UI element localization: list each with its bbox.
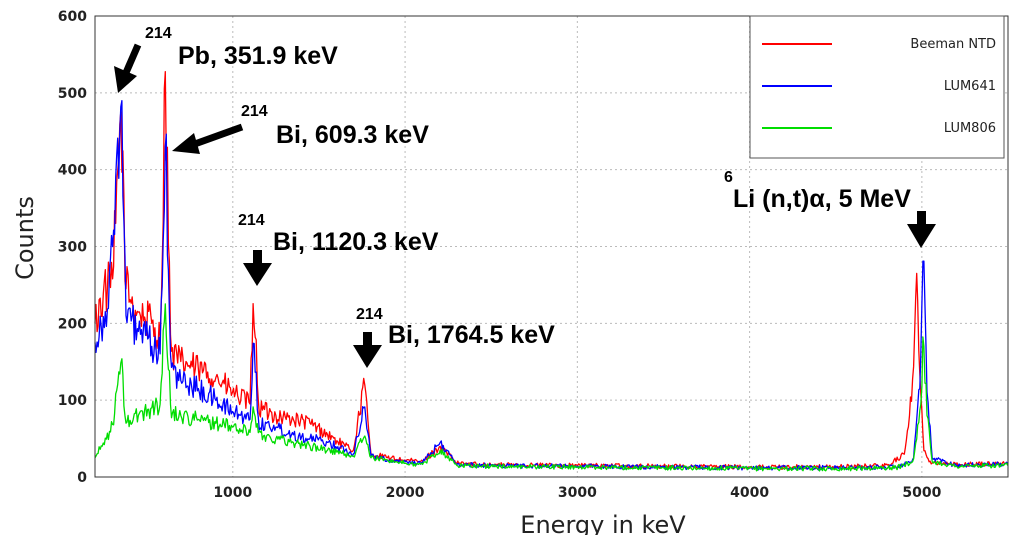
legend-label-lum641: LUM641 (944, 79, 996, 94)
annotation-bi-1764-label: Bi, 1764.5 keV (388, 321, 555, 349)
annotation-bi-609-superscript: 214 (241, 103, 268, 120)
legend-label-lum806: LUM806 (944, 121, 996, 136)
annotation-bi-1120-arrowhead (243, 263, 272, 286)
x-tick-label: 2000 (386, 485, 425, 501)
annotation-bi-1764-arrow (363, 332, 372, 346)
y-tick-label: 200 (58, 316, 87, 332)
annotation-li6-label: Li (n,t)α, 5 MeV (733, 185, 911, 213)
y-tick-label: 600 (58, 9, 87, 25)
annotation-bi-1764: 214 Bi, 1764.5 keV (353, 306, 555, 368)
x-tick-labels: 1000 2000 3000 4000 5000 (213, 485, 941, 501)
annotation-li6-superscript: 6 (724, 169, 733, 186)
annotation-li6-arrow (917, 211, 926, 225)
x-tick-label: 5000 (902, 485, 941, 501)
annotation-pb-351-label: Pb, 351.9 keV (178, 42, 338, 70)
series-layer (94, 70, 1009, 472)
x-tick-label: 4000 (730, 485, 769, 501)
y-tick-labels: 0 100 200 300 400 500 600 (58, 9, 87, 486)
annotation-bi-609: 214 Bi, 609.3 keV (172, 103, 429, 154)
annotation-bi-1120-label: Bi, 1120.3 keV (273, 228, 439, 256)
annotation-li6: 6 Li (n,t)α, 5 MeV (724, 169, 936, 248)
y-tick-label: 500 (58, 86, 87, 102)
annotation-bi-609-arrow (190, 123, 244, 149)
x-tick-label: 1000 (213, 485, 252, 501)
series-line-lum641 (94, 99, 1009, 471)
legend: Beeman NTD LUM641 LUM806 (749, 15, 1005, 159)
annotation-bi-1120-superscript: 214 (238, 212, 265, 229)
annotation-pb-351-arrow (121, 43, 142, 77)
annotation-pb-351-superscript: 214 (145, 25, 172, 42)
annotation-pb-351: 214 Pb, 351.9 keV (114, 25, 338, 93)
y-tick-label: 0 (77, 470, 87, 486)
series-line-lum806 (94, 303, 1009, 472)
annotation-bi-609-label: Bi, 609.3 keV (276, 121, 429, 149)
y-tick-label: 100 (58, 393, 87, 409)
x-axis-title: Energy in keV (520, 511, 686, 535)
annotation-bi-1120-arrow (253, 250, 262, 264)
y-tick-label: 300 (58, 240, 87, 256)
x-tick-label: 3000 (558, 485, 597, 501)
annotation-bi-1120: 214 Bi, 1120.3 keV (238, 212, 439, 286)
plot-frame (94, 15, 1009, 478)
y-tick-label: 400 (58, 163, 87, 179)
annotation-bi-1764-arrowhead (353, 345, 382, 368)
annotation-li6-arrowhead (907, 224, 936, 248)
annotation-bi-609-arrowhead (172, 133, 200, 154)
y-axis-title: Counts (11, 196, 39, 280)
annotation-pb-351-arrowhead (114, 66, 137, 93)
annotation-bi-1764-superscript: 214 (356, 306, 383, 323)
legend-label-beeman-ntd: Beeman NTD (910, 37, 996, 52)
